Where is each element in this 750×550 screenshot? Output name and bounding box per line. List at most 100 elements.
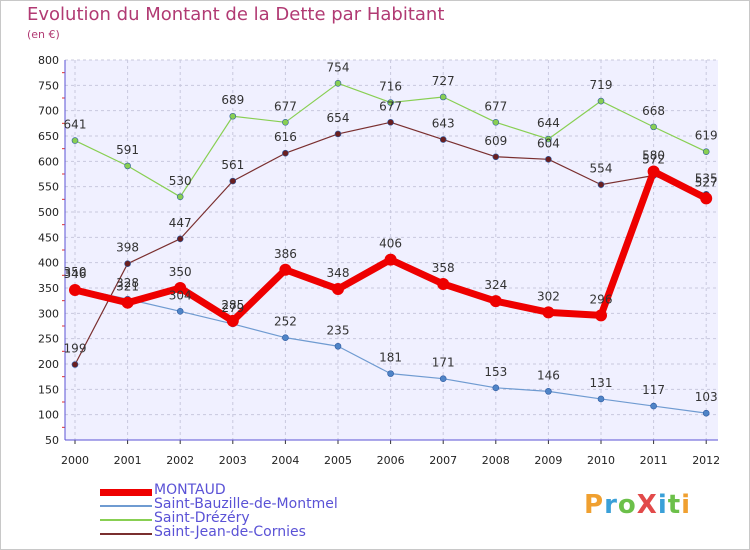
data-point-3 [229,177,237,185]
data-point-2 [176,193,184,201]
y-tick-label: 650 [38,130,59,143]
data-label-3: 535 [695,171,718,185]
legend-swatch [100,519,152,521]
data-label-3: 643 [432,117,455,131]
data-label-2: 716 [379,80,402,94]
data-point-1 [650,402,657,410]
legend-swatch [100,505,152,507]
data-label-3: 554 [590,162,613,176]
data-label-2: 530 [169,174,192,188]
data-point-0 [332,283,344,296]
data-label-2: 668 [642,104,665,118]
data-label-2: 591 [116,143,139,157]
x-tick-label: 2005 [324,454,352,467]
x-tick-label: 2007 [429,454,457,467]
data-label-0: 324 [484,278,507,292]
data-point-2 [702,148,710,156]
data-label-3: 561 [221,158,244,172]
x-tick-label: 2004 [271,454,299,467]
y-tick-label: 150 [38,383,59,396]
legend-label: MONTAUD [154,482,226,498]
legend-swatch [100,488,152,496]
data-point-3 [71,361,79,368]
legend-label: Saint-Jean-de-Cornies [154,524,306,540]
data-label-0: 285 [221,298,244,312]
data-label-1: 304 [169,288,192,302]
x-tick-label: 2012 [692,454,720,467]
data-point-0 [542,306,555,319]
y-tick-label: 250 [38,333,59,346]
logo-letter: o [617,490,637,520]
data-point-0 [279,263,292,276]
data-point-2 [597,97,605,105]
data-point-1 [176,308,184,315]
data-point-0 [226,314,239,327]
y-tick-label: 550 [38,181,59,194]
data-point-3 [545,156,552,163]
data-point-2 [282,119,289,126]
data-point-0 [700,192,713,205]
data-point-0 [69,284,81,297]
data-label-3: 616 [274,130,297,144]
legend-item: Saint-Bauzille-de-Montmel [100,496,420,513]
data-point-0 [647,165,660,178]
x-tick-label: 2010 [587,454,615,467]
data-label-2: 754 [327,60,350,74]
data-label-0: 348 [327,266,350,280]
data-point-1 [545,388,552,395]
data-label-0: 358 [432,261,455,275]
data-label-3: 604 [537,136,560,150]
data-point-1 [334,342,342,350]
data-label-1: 131 [590,376,613,390]
data-label-3: 677 [379,99,402,113]
data-label-0: 321 [116,280,139,294]
data-point-3 [124,260,131,267]
x-tick-label: 2001 [114,454,142,467]
data-point-0 [595,309,607,322]
legend-item: Saint-Jean-de-Cornies [100,524,420,541]
x-tick-label: 2008 [482,454,510,467]
data-point-0 [384,253,397,266]
data-label-1: 350 [64,265,87,279]
legend-item: MONTAUD [100,482,420,499]
data-point-1 [439,375,447,382]
data-label-0: 580 [642,148,665,162]
data-label-1: 146 [537,368,560,382]
data-label-2: 689 [221,93,244,107]
data-label-3: 199 [64,342,87,356]
y-tick-label: 700 [38,105,59,118]
data-point-2 [439,93,447,101]
data-label-3: 654 [327,111,350,125]
legend-item: Saint-Drézéry [100,510,420,527]
data-label-2: 641 [64,118,87,132]
data-point-2 [545,135,552,143]
data-label-0: 346 [64,267,87,281]
data-point-0 [437,277,450,290]
data-point-2 [229,112,237,120]
proxiti-logo: ProXiti [584,490,691,520]
y-tick-label: 200 [38,358,59,371]
logo-letter: i [657,490,668,520]
legend-label: Saint-Bauzille-de-Montmel [154,496,338,512]
data-label-1: 328 [116,276,139,290]
chart-title: Evolution du Montant de la Dette par Hab… [27,4,445,25]
legend-label: Saint-Drézéry [154,510,250,526]
data-label-0: 406 [379,237,402,251]
data-label-3: 398 [116,241,139,255]
data-label-1: 181 [379,351,402,365]
x-tick-label: 2002 [166,454,194,467]
data-label-1: 235 [327,323,350,337]
logo-letter: t [667,490,682,520]
data-label-1: 117 [642,383,665,397]
logo-letter: P [584,490,605,520]
data-label-1: 252 [274,315,297,329]
data-label-2: 719 [590,78,613,92]
data-label-2: 727 [432,74,455,88]
data-point-2 [650,123,657,131]
data-point-3 [334,130,342,138]
data-point-2 [71,137,79,144]
data-label-1: 103 [695,390,718,404]
y-tick-label: 750 [38,79,59,92]
data-point-3 [492,153,500,161]
